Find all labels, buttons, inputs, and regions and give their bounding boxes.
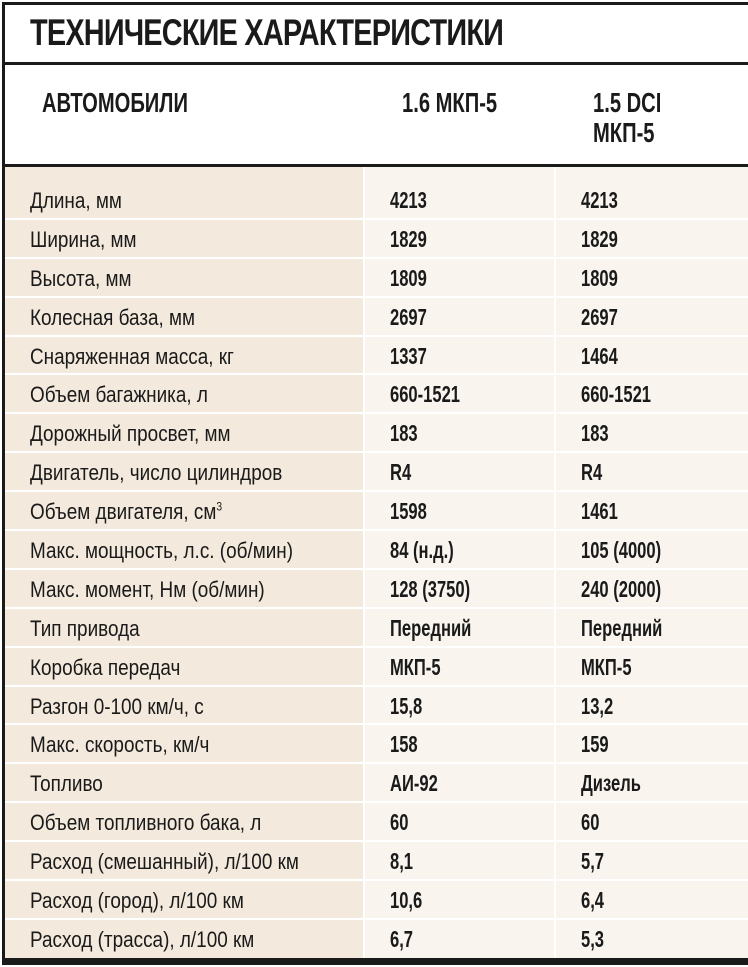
value-col1: 84 (н.д.): [390, 537, 454, 564]
value-col2: 1829: [581, 225, 618, 252]
table-row: Тип привода Передний Передний: [5, 609, 748, 648]
row-label: Тип привода: [30, 615, 140, 641]
value-col1: 6,7: [390, 925, 414, 952]
row-label: Разгон 0-100 км/ч, с: [30, 693, 204, 719]
value-col2: 1809: [581, 264, 618, 291]
table-row: Макс. мощность, л.с. (об/мин) 84 (н.д.) …: [5, 531, 748, 570]
value-col2: 5,7: [581, 848, 605, 875]
table-row: Снаряженная масса, кг 1337 1464: [5, 337, 748, 376]
value-col1: 158: [390, 731, 418, 758]
row-label: Топливо: [30, 771, 103, 797]
table-row: Макс. момент, Нм (об/мин) 128 (3750) 240…: [5, 570, 748, 609]
value-col1: R4: [390, 459, 412, 486]
value-col1: 10,6: [390, 887, 423, 914]
row-label: Макс. момент, Нм (об/мин): [30, 576, 265, 602]
value-col2: МКП-5: [581, 653, 632, 680]
divider: [2, 164, 748, 167]
table-row: Объем багажника, л 660-1521 660-1521: [5, 375, 748, 415]
label-column-bg: [5, 167, 363, 958]
value-col2: 1461: [581, 498, 618, 525]
row-label: Двигатель, число цилиндров: [30, 460, 283, 486]
value-col2: 13,2: [581, 692, 614, 719]
header-col2-line1: 1.5 DCI: [593, 87, 662, 118]
value-col2: 105 (4000): [581, 537, 662, 564]
table-row: Коробка передач МКП-5 МКП-5: [5, 648, 748, 687]
value-col1: 15,8: [390, 692, 423, 719]
value-col1: 660-1521: [390, 381, 460, 408]
row-label: Дорожный просвет, мм: [30, 421, 231, 447]
value-col2: 6,4: [581, 887, 605, 914]
value-col1: 1598: [390, 498, 427, 525]
row-label: Макс. скорость, км/ч: [30, 732, 210, 758]
table-row: Ширина, мм 1829 1829: [5, 220, 748, 259]
value-col1: 183: [390, 420, 418, 447]
value-col2: 5,3: [581, 925, 605, 952]
table-row: Высота, мм 1809 1809: [5, 259, 748, 298]
value-col2: R4: [581, 459, 603, 486]
table-row: Колесная база, мм 2697 2697: [5, 298, 748, 337]
table-row: Расход (город), л/100 км 10,6 6,4: [5, 881, 748, 920]
value-col1: МКП-5: [390, 653, 441, 680]
value-col2: Дизель: [581, 770, 641, 797]
value-col1: АИ-92: [390, 770, 438, 797]
row-label: Ширина, мм: [30, 226, 137, 252]
value-col2: 2697: [581, 303, 618, 330]
table-row: Дорожный просвет, мм 183 183: [5, 414, 748, 454]
table-row: Объем двигателя, см3 1598 1461: [5, 492, 748, 532]
value-col1: 8,1: [390, 848, 414, 875]
value-col1: 1337: [390, 342, 427, 369]
header-label: АВТОМОБИЛИ: [42, 87, 188, 118]
row-label: Объем топливного бака, л: [30, 810, 262, 836]
value-col2: 159: [581, 731, 609, 758]
table-row: Двигатель, число цилиндров R4 R4: [5, 453, 748, 493]
value-col2: 4213: [581, 187, 618, 213]
row-label: Расход (смешанный), л/100 км: [30, 849, 299, 875]
value-col2: 1464: [581, 342, 618, 369]
table-row: Объем топливного бака, л 60 60: [5, 803, 748, 843]
row-label: Объем двигателя, см3: [30, 499, 223, 525]
header-col2-line2: МКП-5: [593, 117, 655, 148]
row-label: Снаряженная масса, кг: [30, 343, 234, 369]
table-row: Топливо АИ-92 Дизель: [5, 764, 748, 804]
table-row: Расход (трасса), л/100 км 6,7 5,3: [5, 920, 748, 959]
value-col2: 240 (2000): [581, 575, 662, 602]
row-label: Расход (город), л/100 км: [30, 888, 244, 914]
page-title: ТЕХНИЧЕСКИЕ ХАРАКТЕРИСТИКИ: [30, 12, 504, 53]
row-label: Колесная база, мм: [30, 304, 196, 330]
value-col2: 60: [581, 809, 600, 836]
table-row: Разгон 0-100 км/ч, с 15,8 13,2: [5, 687, 748, 726]
value-col1: 1809: [390, 264, 427, 291]
value-col2: Передний: [581, 614, 663, 641]
divider: [2, 62, 748, 65]
table-row: Расход (смешанный), л/100 км 8,1 5,7: [5, 842, 748, 882]
value-col1: 2697: [390, 303, 427, 330]
value-col1: 1829: [390, 225, 427, 252]
value-col1: Передний: [390, 614, 472, 641]
row-label: Макс. мощность, л.с. (об/мин): [30, 538, 294, 564]
column-divider: [363, 167, 365, 958]
column-divider: [554, 167, 556, 958]
row-label: Высота, мм: [30, 265, 132, 291]
row-label: Коробка передач: [30, 654, 181, 680]
value-col1: 128 (3750): [390, 575, 471, 602]
value-col2: 660-1521: [581, 381, 651, 408]
superscript: 3: [216, 499, 223, 514]
bottom-rule: [2, 958, 748, 965]
table-row: Длина, мм 4213 4213: [5, 181, 748, 220]
value-col1: 60: [390, 809, 409, 836]
spec-rows: Длина, мм 4213 4213 Ширина, мм 1829 1829 В…: [5, 181, 748, 959]
value-col1: 4213: [390, 187, 427, 213]
table-row: Макс. скорость, км/ч 158 159: [5, 725, 748, 765]
header-col1: 1.6 МКП-5: [402, 87, 498, 118]
value-col2: 183: [581, 420, 609, 447]
row-label: Расход (трасса), л/100 км: [30, 926, 255, 952]
row-label: Объем багажника, л: [30, 382, 208, 408]
row-label: Длина, мм: [30, 188, 122, 213]
